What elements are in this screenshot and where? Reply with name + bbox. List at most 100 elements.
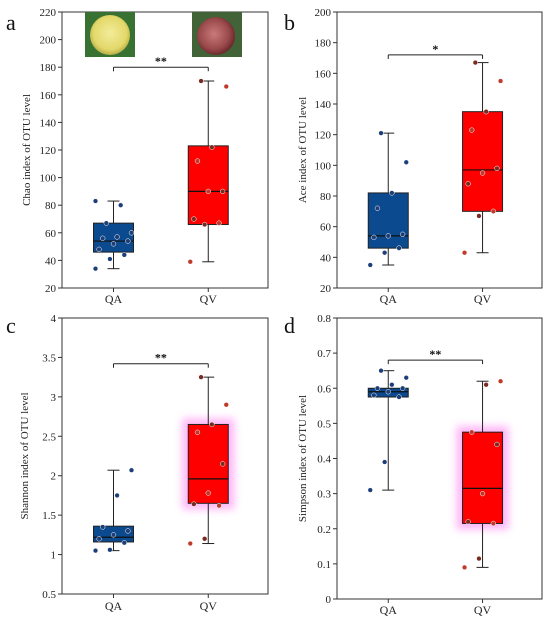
data-point <box>367 487 373 493</box>
y-tick-label: 60 <box>320 222 332 234</box>
data-point <box>476 555 482 562</box>
data-point <box>396 394 402 400</box>
x-tick-label: QV <box>200 599 218 613</box>
y-tick-label: 180 <box>40 62 57 74</box>
data-point <box>400 231 406 237</box>
data-point <box>125 238 131 244</box>
plot-frame <box>61 317 269 595</box>
data-point <box>374 205 381 211</box>
panel-label: d <box>284 313 295 338</box>
data-point <box>220 461 226 467</box>
data-point <box>209 421 215 428</box>
y-axis-label: Chao index of OTU level <box>21 94 33 206</box>
y-tick-label: 4 <box>51 313 57 325</box>
y-tick-label: 40 <box>320 252 332 264</box>
data-point <box>205 490 211 496</box>
panel-label: b <box>284 10 295 35</box>
y-tick-label: 1.5 <box>42 510 56 522</box>
data-point <box>128 467 135 473</box>
panel-label: a <box>6 10 16 35</box>
data-point <box>92 198 99 204</box>
y-tick-label: 140 <box>40 117 57 129</box>
y-tick-label: 2 <box>51 471 57 483</box>
data-point <box>497 78 504 84</box>
y-tick-label: 20 <box>320 283 332 295</box>
y-tick-label: 1 <box>51 550 57 562</box>
panel-chao: 20 40 60 80 100 120 140 160 180 200 220 Chao index … <box>6 7 269 306</box>
data-point <box>400 385 406 391</box>
y-tick-label: 120 <box>40 145 57 157</box>
y-tick-label: 160 <box>315 68 332 80</box>
data-point <box>396 245 402 251</box>
data-point <box>479 490 486 497</box>
y-tick-label: 0.5 <box>317 418 331 430</box>
y-tick-label: 80 <box>320 191 332 203</box>
data-point <box>220 188 226 195</box>
y-tick-label: 60 <box>45 228 57 240</box>
yellow-gall-photo <box>85 12 135 57</box>
data-point <box>472 59 479 66</box>
y-tick-label: 0 <box>326 594 332 606</box>
data-point <box>461 564 468 571</box>
data-point <box>107 256 113 262</box>
panel-ace: 20 40 60 80 100 120 140 160 180 200 Ace index of O… <box>284 7 543 306</box>
data-point <box>125 528 131 534</box>
data-point <box>497 378 504 384</box>
box-qv <box>187 145 229 226</box>
data-point <box>198 374 204 380</box>
y-tick-label: 0.3 <box>317 489 331 501</box>
data-point <box>403 375 409 381</box>
data-point <box>382 250 388 256</box>
data-point <box>191 216 197 222</box>
plot-frame <box>336 11 543 289</box>
data-point <box>490 520 497 527</box>
x-tick-label: QA <box>380 603 398 617</box>
data-point <box>121 540 127 546</box>
data-point <box>483 109 489 115</box>
y-axis-label: Ace index of OTU level <box>297 97 309 203</box>
data-point <box>96 246 102 253</box>
data-point <box>198 78 204 84</box>
y-tick-label: 0.2 <box>317 524 331 536</box>
data-point <box>92 547 99 554</box>
box-qv <box>462 431 504 524</box>
data-point <box>110 241 117 247</box>
data-point <box>465 181 471 187</box>
data-point <box>490 208 497 214</box>
x-tick-label: QV <box>474 603 492 617</box>
data-point <box>371 392 377 398</box>
data-point <box>469 429 475 435</box>
box-qa <box>367 192 409 249</box>
data-point <box>389 190 395 196</box>
significance-label: * <box>432 42 438 56</box>
data-point <box>378 368 384 374</box>
y-tick-label: 200 <box>40 35 57 47</box>
data-point <box>128 230 135 236</box>
data-point <box>367 262 373 268</box>
y-tick-label: 80 <box>45 200 57 212</box>
data-point <box>461 250 468 256</box>
y-tick-label: 120 <box>315 130 332 142</box>
y-axis-label: Simpson index of OTU level <box>297 395 309 522</box>
data-point <box>209 144 215 150</box>
y-tick-label: 160 <box>40 90 57 102</box>
x-tick-label: QV <box>474 292 492 306</box>
data-point <box>469 127 475 133</box>
data-point <box>202 536 208 542</box>
data-point <box>385 233 391 239</box>
data-point <box>374 385 381 391</box>
data-point <box>96 536 102 542</box>
y-tick-label: 0.4 <box>317 454 331 466</box>
significance-label: ** <box>155 351 167 365</box>
data-point <box>216 220 222 226</box>
data-point <box>403 159 409 165</box>
x-tick-label: QA <box>380 292 398 306</box>
y-tick-label: 0.6 <box>317 383 331 395</box>
y-tick-label: 100 <box>40 173 57 185</box>
data-point <box>114 492 120 499</box>
y-tick-label: 0.8 <box>317 313 331 325</box>
significance-label: ** <box>155 54 167 68</box>
y-tick-label: 220 <box>40 7 57 19</box>
y-tick-label: 3.5 <box>42 352 56 364</box>
data-point <box>479 170 486 176</box>
